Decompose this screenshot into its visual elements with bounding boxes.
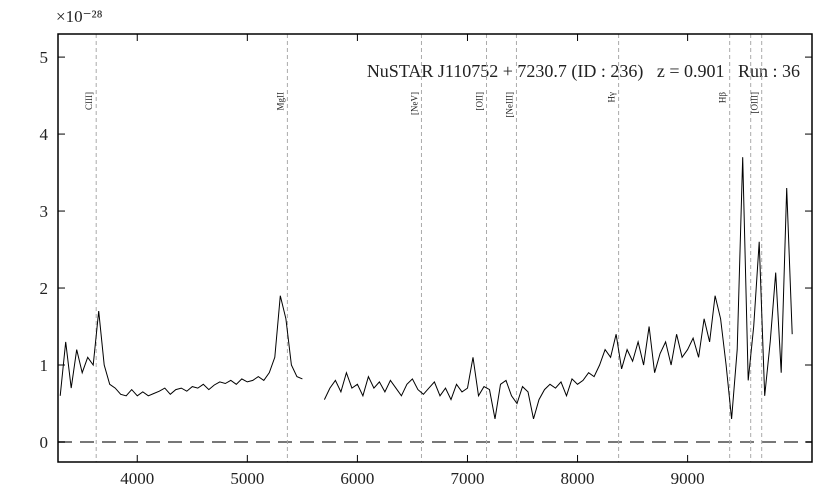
y-tick-label: 0	[40, 433, 49, 452]
emission-label: [OII]	[475, 92, 485, 111]
y-tick-label: 5	[40, 48, 49, 67]
emission-label: CIII]	[84, 92, 94, 110]
x-tick-label: 9000	[671, 469, 705, 488]
emission-label: [NeIII]	[504, 92, 514, 117]
spectrum	[59, 157, 793, 420]
x-tick-label: 8000	[561, 469, 595, 488]
y-tick-label: 3	[40, 202, 49, 221]
x-tick-label: 6000	[340, 469, 374, 488]
emission-label: [OIII]	[750, 92, 760, 114]
emission-label: MgII	[275, 92, 285, 111]
y-tick-label: 1	[40, 356, 49, 375]
emission-label: Hγ	[607, 92, 617, 102]
emission-label: Hβ	[718, 92, 728, 103]
y-multiplier: ×10⁻²⁸	[56, 7, 103, 26]
emission-label: [NeV]	[409, 92, 419, 115]
x-tick-label: 7000	[450, 469, 484, 488]
y-tick-label: 2	[40, 279, 49, 298]
x-tick-label: 5000	[230, 469, 264, 488]
chart-title: NuSTAR J110752 + 7230.7 (ID : 236) z = 0…	[367, 61, 800, 82]
x-tick-label: 4000	[120, 469, 154, 488]
plot-frame	[57, 33, 813, 463]
y-tick-label: 4	[40, 125, 49, 144]
